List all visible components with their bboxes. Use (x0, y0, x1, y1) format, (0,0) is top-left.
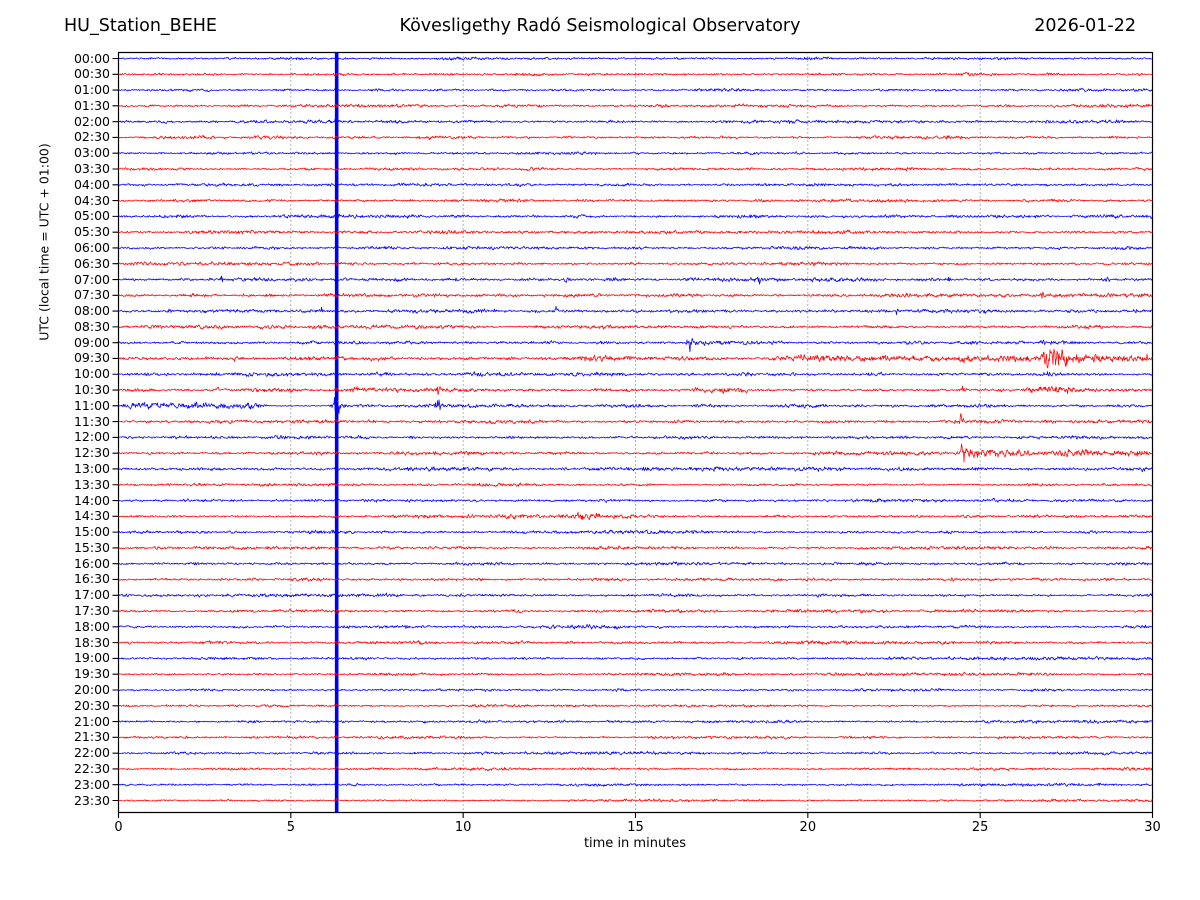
y-tick-label: 21:00 (73, 713, 110, 729)
y-tick-label: 21:30 (73, 729, 110, 745)
x-tick-label: 20 (799, 820, 817, 835)
y-tick-label: 08:00 (73, 303, 110, 319)
y-tick-label: 20:00 (73, 681, 110, 697)
y-tick-label: 13:00 (73, 460, 110, 476)
y-tick-label: 02:00 (73, 113, 110, 129)
y-tick-label: 14:30 (73, 508, 110, 524)
x-tick-label: 25 (971, 820, 989, 835)
y-tick-label: 20:30 (73, 697, 110, 713)
x-tick-label: 10 (454, 820, 472, 835)
y-tick-label: 00:30 (73, 66, 110, 82)
date-title: 2026-01-22 (1034, 16, 1136, 36)
y-tick-label: 16:00 (73, 555, 110, 571)
y-tick-label: 23:30 (73, 792, 110, 808)
y-tick-label: 03:30 (73, 161, 110, 176)
station-title: HU_Station_BEHE (64, 16, 217, 36)
x-tick-label: 15 (627, 820, 644, 835)
x-axis-label: time in minutes (583, 836, 687, 851)
y-tick-label: 19:00 (73, 650, 110, 666)
y-tick-label: 12:30 (73, 445, 110, 461)
y-tick-label: 14:00 (73, 492, 110, 508)
y-tick-label: 22:00 (73, 745, 110, 761)
y-tick-label: 05:30 (73, 224, 110, 240)
y-tick-label: 01:30 (73, 97, 110, 113)
y-tick-label: 16:30 (73, 571, 110, 587)
y-tick-label: 06:30 (73, 255, 110, 271)
observatory-title: Kövesligethy Radó Seismological Observat… (399, 16, 801, 36)
y-tick-label: 04:30 (73, 192, 110, 208)
y-tick-label: 18:00 (73, 618, 110, 634)
y-tick-label: 07:00 (73, 271, 110, 287)
y-tick-label: 22:30 (73, 760, 110, 776)
y-tick-label: 08:30 (73, 318, 110, 334)
y-tick-label: 07:30 (73, 287, 110, 303)
y-tick-label: 02:30 (73, 129, 110, 145)
y-tick-label: 15:30 (73, 539, 110, 555)
y-tick-label: 18:30 (73, 634, 110, 650)
y-tick-label: 10:30 (73, 382, 110, 398)
x-tick-label: 30 (1144, 820, 1161, 835)
y-tick-label: 15:00 (73, 524, 110, 540)
y-tick-label: 00:00 (73, 50, 110, 66)
y-tick-label: 10:00 (73, 366, 110, 382)
y-tick-label: 23:00 (73, 776, 110, 792)
x-tick-label: 0 (114, 820, 123, 835)
y-tick-label: 09:30 (73, 350, 110, 366)
y-tick-label: 06:00 (73, 239, 110, 255)
y-tick-label: 03:00 (73, 145, 110, 161)
y-tick-label: 12:00 (73, 429, 110, 445)
x-tick-label: 5 (286, 820, 295, 835)
y-tick-label: 04:00 (73, 176, 110, 192)
y-tick-label: 13:30 (73, 476, 110, 492)
y-tick-label: 01:00 (73, 82, 110, 98)
y-tick-label: 09:00 (73, 334, 110, 350)
y-tick-label: 05:00 (73, 208, 110, 224)
y-tick-label: 19:30 (73, 666, 110, 682)
y-tick-label: 11:00 (73, 397, 110, 413)
y-tick-label: 11:30 (73, 413, 110, 429)
y-tick-label: 17:00 (73, 587, 110, 603)
y-tick-label: 17:30 (73, 603, 110, 619)
